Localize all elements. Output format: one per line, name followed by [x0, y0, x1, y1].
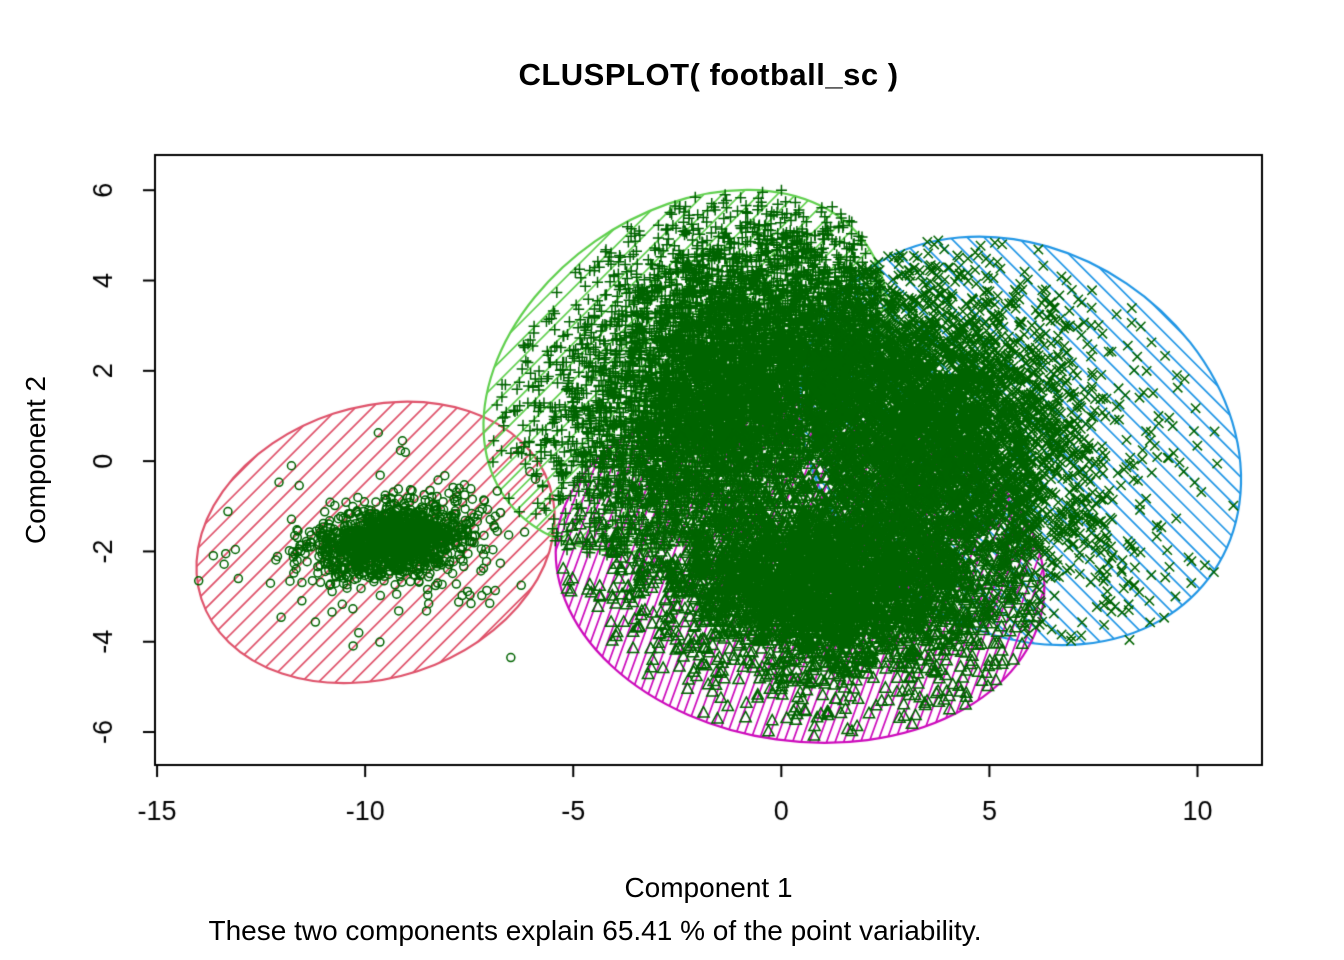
- chart-subtitle: These two components explain 65.41 % of …: [208, 915, 982, 946]
- x-axis-label: Component 1: [624, 872, 793, 903]
- y-axis-label: Component 2: [20, 375, 51, 545]
- chart-title: CLUSPLOT( football_sc ): [518, 57, 899, 92]
